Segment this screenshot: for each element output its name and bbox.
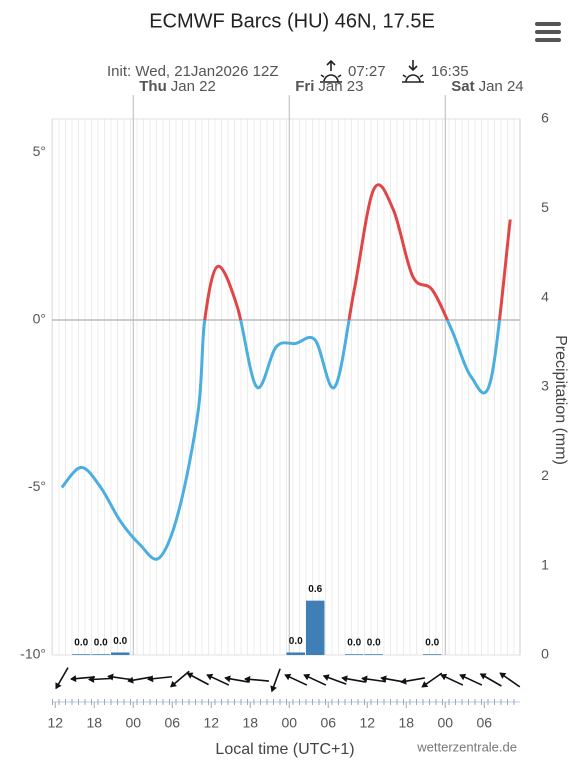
y-tick-label: -5° (28, 478, 46, 494)
plot-area (51, 118, 521, 656)
y2-tick-label: 3 (541, 378, 549, 394)
sunset-icon (402, 60, 424, 83)
precip-bar (91, 654, 110, 655)
precip-label: 0.0 (425, 638, 439, 649)
precip-bar (364, 654, 383, 655)
precip-label: 0.0 (94, 638, 108, 649)
precip-label: 0.0 (367, 638, 381, 649)
y2-tick-label: 6 (541, 110, 549, 126)
y2-tick-label: 0 (541, 646, 549, 662)
x-tick-label: 00 (437, 715, 453, 731)
precip-bar (423, 654, 442, 655)
day-date: Jan 24 (479, 78, 524, 95)
precip-label: 0.0 (113, 636, 127, 647)
day-date: Jan 23 (318, 78, 363, 95)
y2-tick-label: 4 (541, 288, 549, 304)
chart-title: ECMWF Barcs (HU) 46N, 17.5E (149, 10, 435, 32)
y2-axis-label: Precipitation (mm) (552, 335, 569, 465)
x-tick-label: 12 (47, 715, 63, 731)
y-tick-label: 0° (33, 311, 46, 327)
x-tick-label: 12 (359, 715, 375, 731)
precip-label: 0.0 (347, 638, 361, 649)
x-tick-label: 00 (125, 715, 141, 731)
day-name: Thu (139, 78, 167, 95)
wind-arrows (51, 665, 523, 695)
precip-bar (72, 654, 91, 655)
x-tick-label: 12 (203, 715, 219, 731)
precip-bar (111, 652, 130, 655)
x-tick-label: 06 (320, 715, 336, 731)
x-axis-label: Local time (UTC+1) (215, 741, 354, 758)
precip-bar (345, 654, 364, 655)
day-name: Sat (451, 78, 474, 95)
x-tick-label: 06 (164, 715, 180, 731)
x-tick-label: 00 (281, 715, 297, 731)
precip-bar (306, 600, 325, 655)
menu-button[interactable] (535, 22, 561, 42)
day-label: Thu Jan 22 (139, 78, 216, 95)
sunrise-icon (320, 59, 342, 83)
y-tick-label: -10° (20, 646, 46, 662)
sunrise-time: 07:27 (348, 63, 386, 80)
day-label: Sat Jan 24 (451, 78, 523, 95)
temperature-line (60, 183, 512, 561)
x-tick-label: 18 (398, 715, 414, 731)
y2-tick-label: 1 (541, 556, 549, 572)
precip-label: 0.0 (289, 636, 303, 647)
sunset-time: 16:35 (431, 63, 469, 80)
precip-bar (286, 652, 305, 655)
x-tick-label: 18 (242, 715, 258, 731)
day-date: Jan 22 (171, 78, 216, 95)
x-tick-label: 18 (86, 715, 102, 731)
y-tick-label: 5° (33, 143, 46, 159)
x-tick-label: 06 (476, 715, 492, 731)
day-label: Fri Jan 23 (295, 78, 363, 95)
precip-label: 0.6 (308, 584, 322, 595)
init-time: Init: Wed, 21Jan2026 12Z (107, 63, 279, 80)
precip-label: 0.0 (74, 638, 88, 649)
y2-tick-label: 2 (541, 467, 549, 483)
source: wetterzentrale.de (416, 739, 517, 754)
day-name: Fri (295, 78, 314, 95)
y2-tick-label: 5 (541, 199, 549, 215)
